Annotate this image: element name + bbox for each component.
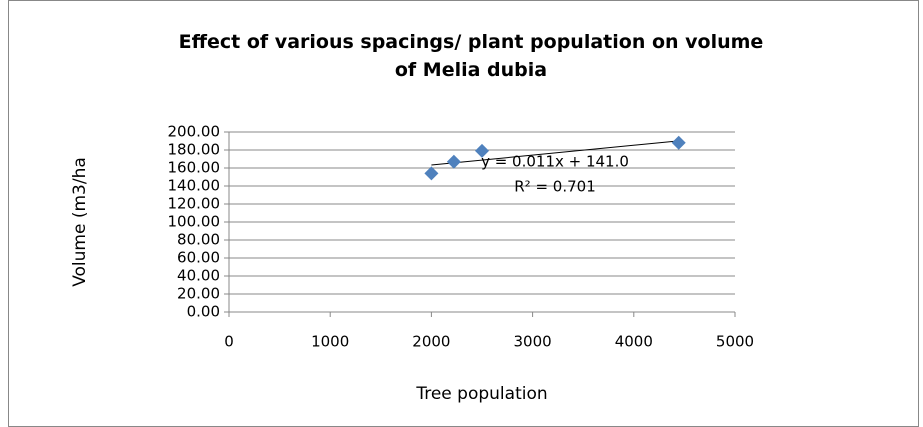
- x-tick-label: 0: [224, 333, 234, 351]
- y-tick-label: 0.00: [187, 303, 220, 321]
- y-tick-label: 160.00: [168, 159, 221, 177]
- y-tick-label: 80.00: [177, 231, 220, 249]
- x-axis-label: Tree population: [415, 384, 547, 404]
- point: [424, 166, 439, 181]
- x-tick-label: 5000: [716, 333, 754, 351]
- annotation: y = 0.011x + 141.0: [481, 153, 629, 171]
- y-tick-label: 60.00: [177, 249, 220, 267]
- point: [475, 143, 489, 158]
- y-axis-label: Volume (m3/ha: [70, 157, 90, 287]
- annotation: R² = 0.701: [514, 178, 595, 196]
- y-tick-label: 100.00: [168, 213, 221, 231]
- x-tick-label: 1000: [311, 333, 349, 351]
- y-tick-label: 180.00: [168, 141, 221, 159]
- y-tick-label: 20.00: [177, 285, 220, 303]
- y-tick-label: 200.00: [168, 123, 221, 141]
- y-tick-label: 40.00: [177, 267, 220, 285]
- y-tick-label: 120.00: [168, 195, 221, 213]
- point: [671, 135, 686, 150]
- trendline: [431, 140, 679, 166]
- point: [446, 154, 461, 169]
- y-tick-label: 140.00: [168, 177, 221, 195]
- chart-border: [8, 0, 919, 427]
- x-tick-label: 4000: [615, 333, 653, 351]
- x-tick-label: 2000: [412, 333, 450, 351]
- chart-title: Effect of various spacings/ plant popula…: [179, 31, 764, 81]
- x-tick-label: 3000: [514, 333, 552, 351]
